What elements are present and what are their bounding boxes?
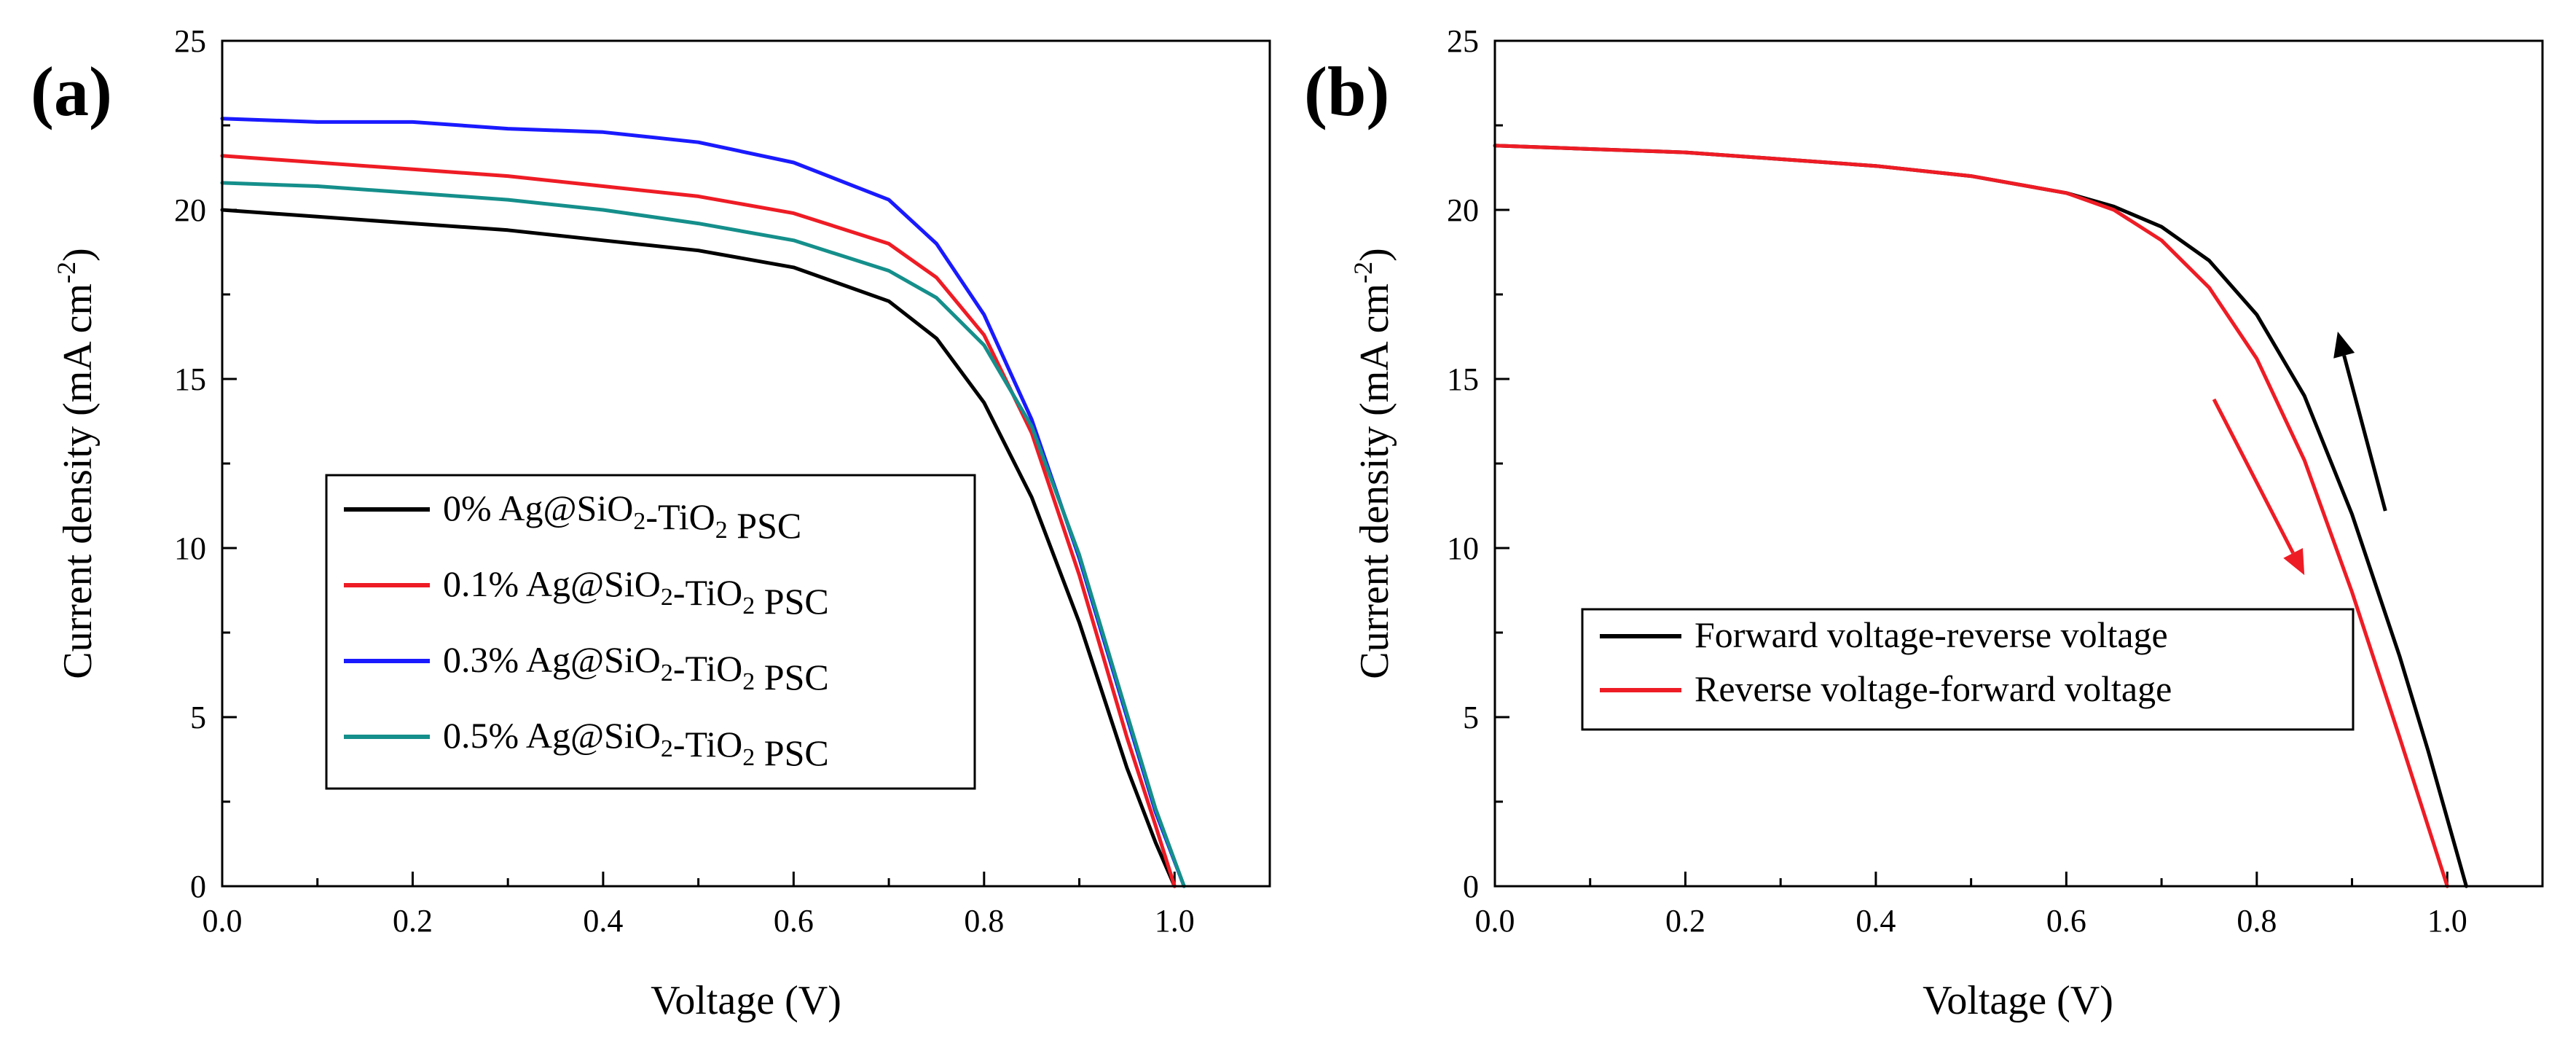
panel-b-y-tick-label: 10 — [1447, 531, 1479, 566]
panel-a-x-tick-label: 0.4 — [583, 903, 623, 939]
panel-a-y-axis-title-main: Current density (mA cm — [55, 283, 101, 679]
panel-a-legend-label-1: 0% Ag@SiO2-TiO2 PSC — [443, 488, 801, 546]
panel-b-legend-label-2: Reverse voltage-forward voltage — [1695, 668, 2172, 709]
panel-a-y-tick-label: 15 — [174, 361, 206, 397]
panel-b-x-tick-label: 0.4 — [1856, 903, 1896, 939]
panel-b-x-tick-label: 0.2 — [1665, 903, 1705, 939]
panel-a: (a) 0.0 0.2 0.4 0.6 0.8 1.0 0 5 10 15 20 25 Voltage… — [31, 23, 1271, 1023]
panel-a-x-tick-label: 0.8 — [964, 903, 1004, 939]
panel-b-legend-box — [1581, 608, 2355, 731]
panel-a-y-axis-title-sup: -2 — [52, 262, 81, 283]
panel-a-plot-frame — [221, 39, 1271, 888]
panel-b-y-axis-title: Current density (mA cm-2) — [1348, 248, 1397, 679]
panel-b-x-tick-label: 0.6 — [2046, 903, 2086, 939]
panel-b-y-tick-label: 25 — [1447, 23, 1479, 59]
forward-sweep-arrow-shaft — [2342, 355, 2387, 512]
panel-b-legend: Forward voltage-reverse voltage Reverse v… — [1581, 608, 2355, 731]
panel-b-label: (b) — [1304, 52, 1389, 130]
panel-a-legend: 0% Ag@SiO2-TiO2 PSC 0.1% Ag@SiO2-TiO2 PSC… — [325, 474, 976, 790]
panel-a-x-tick-label: 1.0 — [1155, 903, 1195, 939]
panel-a-legend-label-3: 0.3% Ag@SiO2-TiO2 PSC — [443, 639, 829, 697]
panel-a-legend-box — [325, 474, 976, 790]
forward-sweep-arrow-head — [2333, 332, 2355, 359]
panel-a-x-tick-label: 0.2 — [393, 903, 433, 939]
panel-b-marks: 0.0 0.2 0.4 0.6 0.8 1.0 0 5 10 15 20 25 — [1447, 23, 2468, 939]
panel-a-y-tick-label: 5 — [190, 700, 206, 735]
panel-a-y-axis-title: Current density (mA cm-2) — [52, 248, 101, 679]
panel-a-y-tick-label: 20 — [174, 192, 206, 228]
reverse-sweep-arrow-shaft — [2212, 398, 2295, 555]
panel-b-y-tick-label: 15 — [1447, 361, 1479, 397]
panel-b-series-line-2 — [1493, 144, 2449, 888]
panel-a-series-line-2 — [220, 154, 1177, 888]
panel-b-x-tick-label: 0.0 — [1475, 903, 1515, 939]
panel-a-legend-label-2: 0.1% Ag@SiO2-TiO2 PSC — [443, 563, 829, 622]
panel-b-y-tick-label: 20 — [1447, 192, 1479, 228]
panel-a-series-line-1 — [220, 208, 1177, 888]
panel-a-series-line-4 — [220, 181, 1186, 888]
panel-b: (b) 0.0 0.2 0.4 0.6 0.8 1.0 0 5 10 15 20 25 Voltage… — [1304, 23, 2544, 1023]
reverse-sweep-arrow-head — [2283, 548, 2305, 576]
panel-b-y-axis-title-close: ) — [1352, 248, 1397, 262]
panel-a-y-tick-label: 0 — [190, 869, 206, 904]
panel-a-x-tick-label: 0.6 — [774, 903, 814, 939]
panel-a-label: (a) — [31, 52, 112, 130]
panel-a-marks: 0.0 0.2 0.4 0.6 0.8 1.0 0 5 10 15 20 25 — [174, 23, 1195, 939]
panel-a-legend-label-4: 0.5% Ag@SiO2-TiO2 PSC — [443, 715, 829, 773]
panel-b-x-tick-label: 0.8 — [2237, 903, 2277, 939]
panel-a-y-tick-label: 25 — [174, 23, 206, 59]
panel-b-y-tick-label: 0 — [1463, 869, 1479, 904]
panel-b-y-axis-title-main: Current density (mA cm — [1352, 283, 1397, 679]
panel-b-x-axis-title: Voltage (V) — [1923, 978, 2113, 1023]
panel-b-plot-frame — [1493, 39, 2544, 888]
panel-a-y-tick-label: 10 — [174, 531, 206, 566]
panel-a-x-tick-label: 0.0 — [203, 903, 243, 939]
panel-a-y-axis-title-close: ) — [55, 248, 101, 262]
panel-a-x-axis-title: Voltage (V) — [651, 978, 841, 1023]
panel-b-y-axis-title-sup: -2 — [1348, 262, 1378, 283]
panel-b-legend-label-1: Forward voltage-reverse voltage — [1695, 614, 2168, 655]
panel-b-x-tick-label: 1.0 — [2427, 903, 2467, 939]
panel-b-y-tick-label: 5 — [1463, 700, 1479, 735]
